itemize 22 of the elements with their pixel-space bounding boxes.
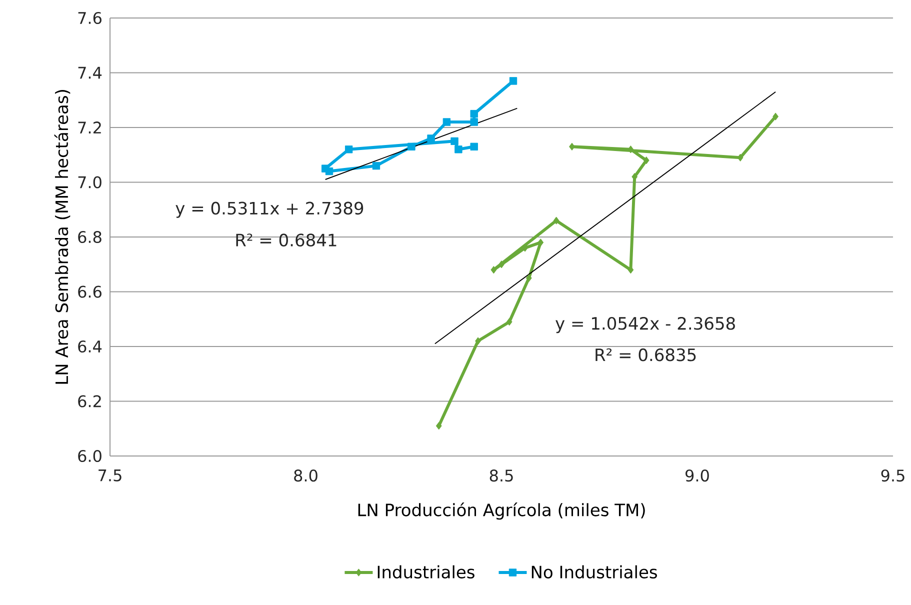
annotation: R² = 0.6835 (596, 348, 696, 362)
y-tick-label: 7.2 (78, 122, 101, 134)
legend-label: No Industriales (532, 565, 657, 578)
y-tick-label: 7.6 (78, 12, 102, 24)
y-tick-label: 6.6 (78, 286, 102, 298)
annotation: R² = 0.6841 (236, 234, 336, 246)
y-tick-label: 6.8 (78, 230, 102, 244)
annotation: y = 0.5311x + 2.7389 (176, 202, 364, 218)
y-tick-label: 6.2 (78, 395, 101, 408)
y-axis-title: LN Area Sembrada (MM hectáreas) (54, 90, 70, 384)
y-tick-label: 6.4 (78, 340, 102, 353)
x-tick-label: 9.5 (881, 470, 904, 482)
y-tick-label: 7.4 (78, 66, 102, 79)
x-axis-title: LN Producción Agrícola (miles TM) (358, 502, 645, 520)
annotation: y = 1.0542x - 2.3658 (556, 316, 735, 334)
y-tick-label: 6.0 (78, 450, 102, 462)
x-tick-label: 7.5 (98, 470, 122, 482)
x-tick-label: 8.5 (490, 470, 513, 482)
x-tick-label: 8.0 (294, 470, 318, 482)
y-tick-label: 7.0 (78, 176, 102, 188)
x-tick-label: 9.0 (686, 470, 709, 482)
legend-label: Industriales (378, 565, 474, 578)
